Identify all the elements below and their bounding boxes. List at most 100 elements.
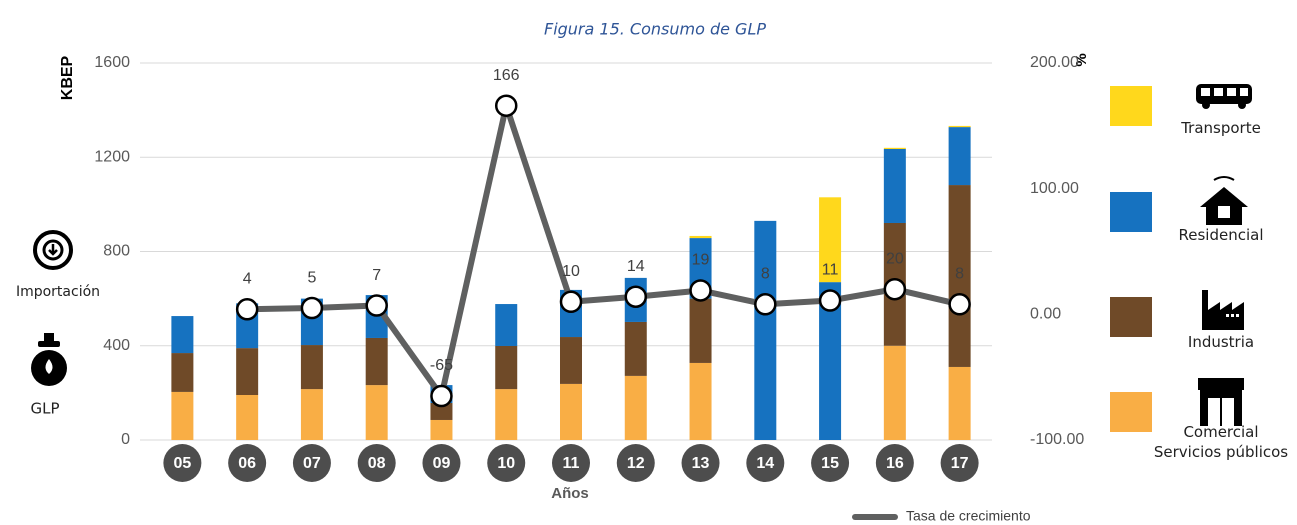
bar-segment [948,185,971,367]
y-tick-label: 1600 [94,54,130,71]
y2-axis-label: % [1073,53,1090,66]
y-tick-label: 800 [103,243,130,260]
bar-segment [948,125,971,128]
x-tick-label: 09 [433,455,451,472]
y2-tick-label: 0.00 [1030,306,1061,323]
gas-tank-icon [31,333,67,386]
category-badge [487,444,526,482]
data-label: 4 [243,271,252,288]
chart-title: Figura 15. Consumo de GLP [544,20,766,39]
data-label: 14 [627,258,645,275]
bar-segment [495,304,518,346]
data-label: 166 [493,67,520,84]
category-badge [940,444,979,482]
bar-segment [171,316,194,354]
x-tick-label: 17 [951,455,969,472]
line-marker [689,279,712,302]
bus-icon [1196,84,1252,109]
category-badge [811,444,850,482]
y-tick-label: 400 [103,337,130,354]
data-label: 8 [761,265,770,282]
bar-segment [819,197,842,283]
x-tick-label: 05 [173,455,191,472]
y2-tick-label: 100.00 [1030,180,1079,197]
house-icon [1200,176,1248,225]
line [247,102,961,400]
data-label: 11 [822,262,839,279]
bar-segment [819,282,842,440]
bar-segment [948,127,971,186]
bar-segment [236,394,259,440]
line-marker [624,285,648,308]
bar-segment [365,337,388,386]
line-marker [365,294,388,317]
data-label: -65 [430,357,453,374]
bar-segment [948,366,971,440]
bar-segment [754,220,777,440]
data-label: 8 [955,265,964,282]
bar-segment [689,235,712,239]
line-marker [883,277,907,301]
category-badge [681,444,720,482]
legend-label: Industria [1187,333,1255,351]
legend-swatch [1110,392,1152,432]
x-tick-label: 06 [238,455,256,472]
line-marker [430,384,453,408]
data-label: 20 [886,250,904,267]
legend-label: Transporte [1181,119,1261,137]
bar-segment [883,147,906,150]
bar-segment [430,403,453,420]
bar-segment [171,391,194,440]
bar-segment [560,337,582,384]
import-icon [33,230,73,270]
store-icon [1198,378,1244,426]
x-tick-label: 14 [756,455,774,472]
data-label: 19 [692,252,710,269]
category-badge [163,444,202,482]
y-tick-label: 1200 [94,148,130,165]
x-tick-label: 16 [886,455,904,472]
legend-label: Tasa de crecimiento [906,508,1031,524]
bar-segment [171,353,194,392]
bar-segment [236,348,259,395]
category-badge [422,444,461,482]
legend-label: Residencial [1178,226,1264,244]
category-badge [292,444,331,482]
line-marker [818,289,842,312]
bar-segment [883,345,906,440]
category-badge [746,444,785,482]
bar-segment [624,321,647,376]
x-tick-label: 13 [692,455,710,472]
y-axis-label: KBEP [59,55,76,100]
bar-segment [430,419,453,440]
data-label: 7 [372,267,381,284]
line-marker [754,293,777,316]
x-tick-label: 12 [627,455,645,472]
bar-segment [300,345,323,390]
x-tick-label: 10 [497,455,515,472]
line-marker [235,298,259,321]
category-badge [875,444,914,482]
data-label: 10 [562,263,580,280]
y-tick-label: 0 [121,431,130,448]
line-marker [559,290,583,314]
line-marker [948,293,971,316]
legend-swatch [1110,86,1152,126]
category-badge [552,444,590,482]
bar-segment [689,362,712,440]
legend-swatch [1110,192,1152,232]
bar-segment [624,375,647,440]
x-tick-label: 08 [368,455,386,472]
line-marker [494,94,518,117]
data-label: 5 [307,269,316,286]
category-badge [357,444,396,482]
bar-segment [883,149,906,223]
side-label: Importación [16,284,100,300]
bar-segment [365,385,388,440]
category-badge [616,444,655,482]
x-tick-label: 07 [303,455,321,472]
line-marker [300,296,324,320]
side-label: GLP [30,400,59,418]
legend-label: Comercial Servicios públicos [1153,423,1289,461]
